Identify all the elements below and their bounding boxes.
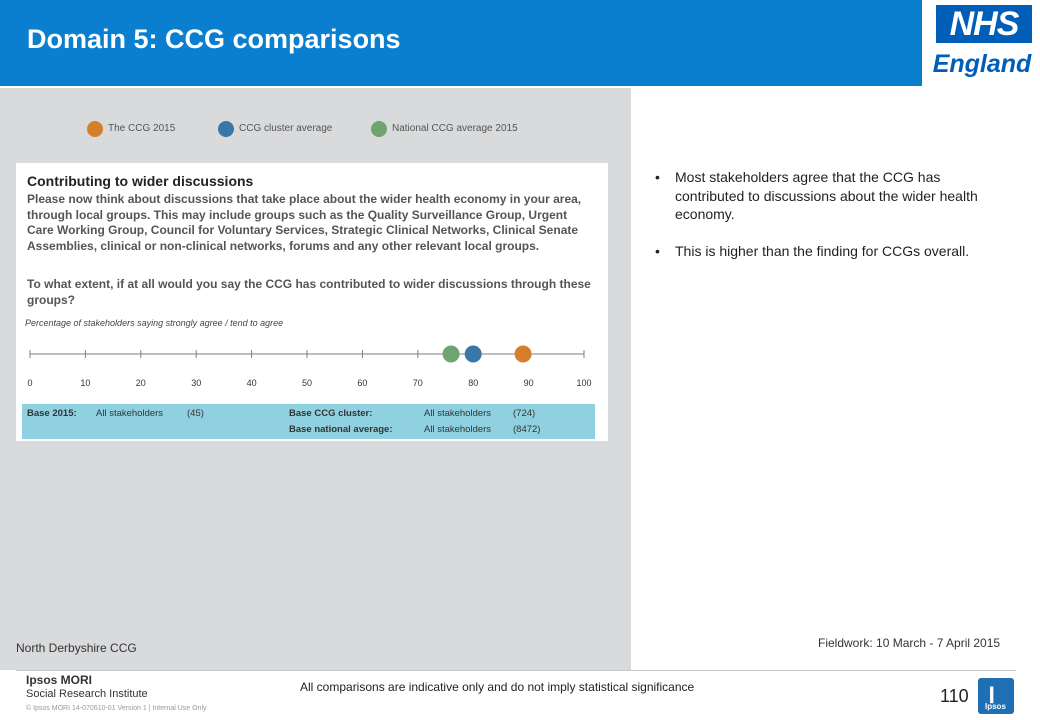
base-cluster-group: All stakeholders: [424, 408, 492, 419]
finding-text-2: This is higher than the finding for CCGs…: [675, 243, 970, 259]
ipsos-institute-name: Social Research Institute: [26, 688, 148, 700]
base-national-group: All stakeholders: [424, 424, 492, 435]
scale-tick-label: 10: [80, 378, 90, 388]
legend-item-national: National CCG average 2015: [371, 120, 518, 137]
legend-item-cluster: CCG cluster average: [218, 120, 332, 137]
legend-swatch-ccg: [87, 120, 103, 137]
ipsos-logo-icon: ❙ Ipsos: [978, 678, 1014, 714]
finding-bullet-1: • Most stakeholders agree that the CCG h…: [655, 168, 995, 224]
bullet-marker: •: [655, 169, 660, 185]
legend-label-ccg: The CCG 2015: [108, 123, 176, 134]
footer-divider: [16, 670, 1016, 671]
scale-tick-label: 50: [302, 378, 312, 388]
legend-swatch-national: [371, 120, 387, 137]
page-title: Domain 5: CCG comparisons: [27, 24, 401, 54]
finding-text-1: Most stakeholders agree that the CCG has…: [675, 169, 978, 222]
finding-bullet-2: • This is higher than the finding for CC…: [655, 242, 995, 261]
significance-disclaimer: All comparisons are indicative only and …: [300, 680, 695, 694]
scale-tick-label: 70: [413, 378, 423, 388]
base-national-label: Base national average:: [289, 424, 393, 435]
legend-label-cluster: CCG cluster average: [239, 123, 333, 134]
scale-tick-label: 80: [468, 378, 478, 388]
bullet-marker: •: [655, 243, 660, 259]
scale-tick-label: 60: [357, 378, 367, 388]
axis-caption: Percentage of stakeholders saying strong…: [25, 318, 284, 328]
nhs-england-logo: NHS England: [922, 0, 1040, 86]
base-cluster-n: (724): [513, 408, 536, 419]
legend-swatch-cluster: [218, 120, 234, 137]
question-description: Please now think about discussions that …: [27, 192, 582, 253]
base-ccg-label: Base 2015:: [27, 408, 77, 419]
ipsos-icon-label: Ipsos: [985, 702, 1006, 711]
scale-tick-label: 30: [191, 378, 201, 388]
scale-tick-label: 90: [524, 378, 534, 388]
data-point-cluster: [464, 345, 482, 363]
scale-tick-label: 0: [27, 378, 32, 388]
percentage-scale-chart: 0 10 20 30 40 50 60 70 80 90 100: [27, 345, 592, 388]
base-sizes-box: Base 2015: All stakeholders (45) Base CC…: [22, 404, 595, 439]
scale-tick-label: 20: [136, 378, 146, 388]
copyright-notice: © Ipsos MORI 14-070610-01 Version 1 | In…: [26, 705, 207, 712]
header-bar: Domain 5: CCG comparisons: [0, 0, 922, 86]
scale-tick-label: 40: [247, 378, 257, 388]
legend-label-national: National CCG average 2015: [392, 123, 518, 134]
nhs-logo-england: England: [932, 50, 1032, 78]
nhs-logo-badge: NHS: [936, 5, 1032, 43]
scale-tick-label: 100: [576, 378, 591, 388]
organisation-name: North Derbyshire CCG: [16, 641, 137, 655]
page-number: 110: [940, 686, 969, 706]
base-cluster-label: Base CCG cluster:: [289, 408, 373, 419]
question-title: Contributing to wider discussions: [27, 173, 254, 189]
base-national-n: (8472): [513, 424, 541, 435]
data-point-national: [442, 345, 460, 363]
data-point-ccg: [514, 345, 532, 363]
fieldwork-dates: Fieldwork: 10 March - 7 April 2015: [818, 636, 1001, 650]
ipsos-mori-logo: Ipsos MORI: [26, 673, 93, 687]
base-ccg-group: All stakeholders: [96, 408, 164, 419]
legend-item-ccg: The CCG 2015: [87, 120, 175, 137]
question-card: Contributing to wider discussions Please…: [16, 163, 608, 441]
base-ccg-n: (45): [187, 408, 204, 419]
question-text: To what extent, if at all would you say …: [27, 277, 591, 307]
